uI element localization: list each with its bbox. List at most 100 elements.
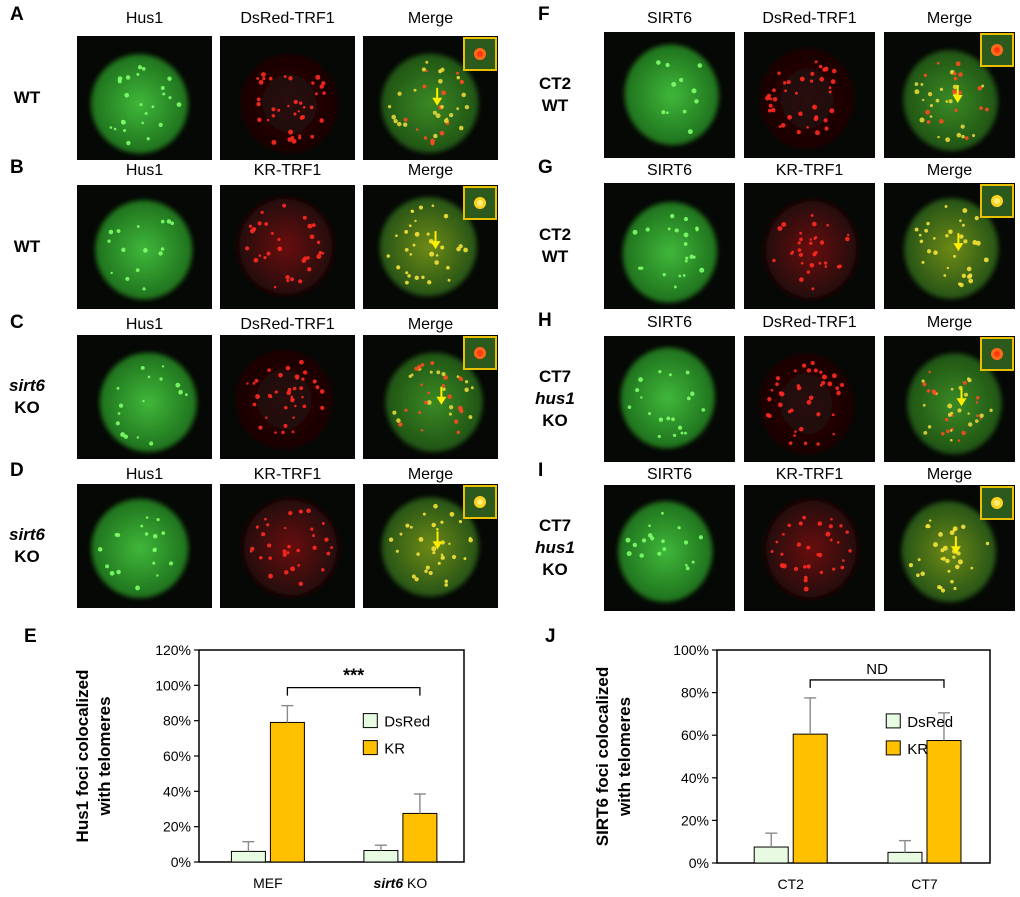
channel-label: SIRT6: [646, 10, 693, 27]
channel-label: Merge: [926, 162, 973, 179]
panel-letter: J: [545, 626, 556, 647]
channel-label: DsRed-TRF1: [762, 314, 857, 331]
panel-letter: F: [538, 4, 550, 25]
legend-label: KR: [384, 741, 405, 758]
bar-dsred: [887, 851, 923, 864]
micrograph-green: [77, 36, 212, 160]
y-tick-label: 0%: [171, 854, 191, 870]
genotype-label: WT: [0, 236, 57, 258]
micrograph-merge: [884, 485, 1015, 611]
panel-letter: D: [10, 460, 24, 481]
bar-kr: [269, 721, 305, 863]
micrograph-green: [604, 485, 735, 611]
genotype-line: KO: [542, 411, 568, 430]
panel-letter: H: [538, 310, 552, 331]
genotype-line: WT: [541, 96, 569, 115]
channel-label: Hus1: [125, 10, 164, 27]
micrograph-red: [220, 484, 355, 608]
micrograph-green: [604, 32, 735, 158]
panel-letter: B: [10, 157, 24, 178]
channel-label: Merge: [407, 466, 454, 483]
y-axis-label: SIRT6 foci colocalized: [593, 667, 612, 847]
channel-label: Merge: [407, 10, 454, 27]
channel-label: Merge: [926, 10, 973, 27]
significance-label: ND: [866, 661, 888, 678]
channel-label: Merge: [407, 162, 454, 179]
genotype-label: WT: [0, 87, 57, 109]
bar-chart: 0% 20% 40% 60% 80% 100% 120% Hus1 foci colocali…: [73, 642, 465, 890]
channel-label: DsRed-TRF1: [762, 10, 857, 27]
y-tick-label: 40%: [163, 783, 191, 799]
legend-label: KR: [907, 741, 928, 758]
micrograph-merge: [363, 335, 498, 459]
y-axis-label: with telomeres: [95, 696, 114, 816]
y-tick-label: 20%: [681, 812, 709, 828]
channel-label: DsRed-TRF1: [240, 316, 335, 333]
bar-dsred: [363, 850, 399, 863]
genotype-label: CT7 hus1 KO: [525, 515, 585, 581]
channel-label: Merge: [926, 466, 973, 483]
channel-label: Merge: [407, 316, 454, 333]
micrograph-merge: [884, 183, 1015, 309]
genotype-label: sirt6 KO: [0, 524, 57, 568]
plot-frame: [716, 649, 991, 864]
channel-label: Hus1: [125, 162, 164, 179]
y-axis-label: with telomeres: [615, 697, 634, 817]
micrograph-merge: [363, 185, 498, 309]
y-tick-label: 80%: [163, 713, 191, 729]
micrograph-red: [744, 336, 875, 462]
legend-swatch: [362, 713, 378, 729]
channel-label: KR-TRF1: [253, 466, 322, 483]
micrograph-red: [220, 335, 355, 459]
micrograph-red: [744, 485, 875, 611]
channel-label: KR-TRF1: [775, 162, 844, 179]
genotype-line: hus1: [535, 389, 575, 408]
y-tick-label: 40%: [681, 770, 709, 786]
y-axis-label: Hus1 foci colocalized: [73, 670, 92, 843]
genotype-label: CT2 WT: [525, 224, 585, 268]
bar-kr: [402, 812, 438, 863]
bar-dsred: [753, 846, 789, 864]
genotype-line: WT: [13, 237, 41, 256]
channel-label: SIRT6: [646, 162, 693, 179]
micrograph-red: [220, 185, 355, 309]
y-tick-label: 60%: [163, 748, 191, 764]
channel-label: KR-TRF1: [775, 466, 844, 483]
micrograph-green: [77, 185, 212, 309]
genotype-line: KO: [14, 398, 40, 417]
x-tick-label: CT2: [777, 876, 804, 890]
y-tick-label: 80%: [681, 685, 709, 701]
significance-label: ***: [343, 666, 364, 686]
genotype-label: sirt6 KO: [0, 375, 57, 419]
micrograph-merge: [363, 36, 498, 160]
genotype-line: CT2: [538, 225, 572, 244]
micrograph-green: [604, 183, 735, 309]
genotype-line: CT7: [538, 367, 572, 386]
genotype-line: hus1: [535, 538, 575, 557]
genotype-label: CT7 hus1 KO: [525, 366, 585, 432]
legend-swatch: [362, 740, 378, 756]
y-tick-label: 100%: [155, 677, 191, 693]
genotype-label: CT2 WT: [525, 73, 585, 117]
y-tick-label: 100%: [673, 642, 709, 658]
channel-label: SIRT6: [646, 314, 693, 331]
x-tick-label: CT7: [911, 876, 938, 890]
panel-letter: G: [538, 157, 553, 178]
micrograph-red: [220, 36, 355, 160]
x-tick-label: sirt6 KO: [374, 875, 428, 890]
legend-swatch: [885, 713, 901, 729]
genotype-line: KO: [14, 547, 40, 566]
genotype-line: WT: [13, 88, 41, 107]
significance-bracket: [286, 687, 421, 696]
bar-chart: 0% 20% 40% 60% 80% 100% SIRT6 foci colocalized…: [593, 642, 991, 890]
micrograph-merge: [884, 336, 1015, 462]
genotype-line: sirt6: [9, 525, 45, 544]
channel-label: DsRed-TRF1: [240, 10, 335, 27]
channel-label: Hus1: [125, 316, 164, 333]
y-tick-label: 0%: [689, 855, 709, 871]
x-tick-label: MEF: [253, 875, 283, 890]
micrograph-green: [77, 335, 212, 459]
panel-letter: A: [10, 4, 24, 25]
significance-bracket: [809, 679, 945, 688]
micrograph-red: [744, 32, 875, 158]
